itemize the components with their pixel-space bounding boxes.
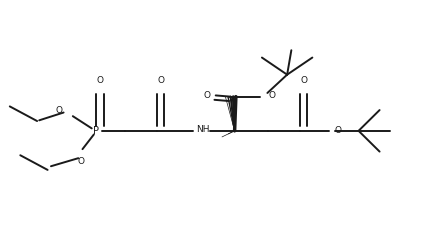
Text: NH: NH <box>196 125 210 134</box>
Text: O: O <box>56 106 63 115</box>
Text: O: O <box>96 76 103 85</box>
Text: P: P <box>93 126 99 136</box>
Text: O: O <box>300 76 307 85</box>
Text: O: O <box>78 157 85 166</box>
Text: O: O <box>204 91 211 100</box>
Text: O: O <box>157 76 164 85</box>
Text: O: O <box>335 125 342 135</box>
Text: O: O <box>268 91 275 100</box>
